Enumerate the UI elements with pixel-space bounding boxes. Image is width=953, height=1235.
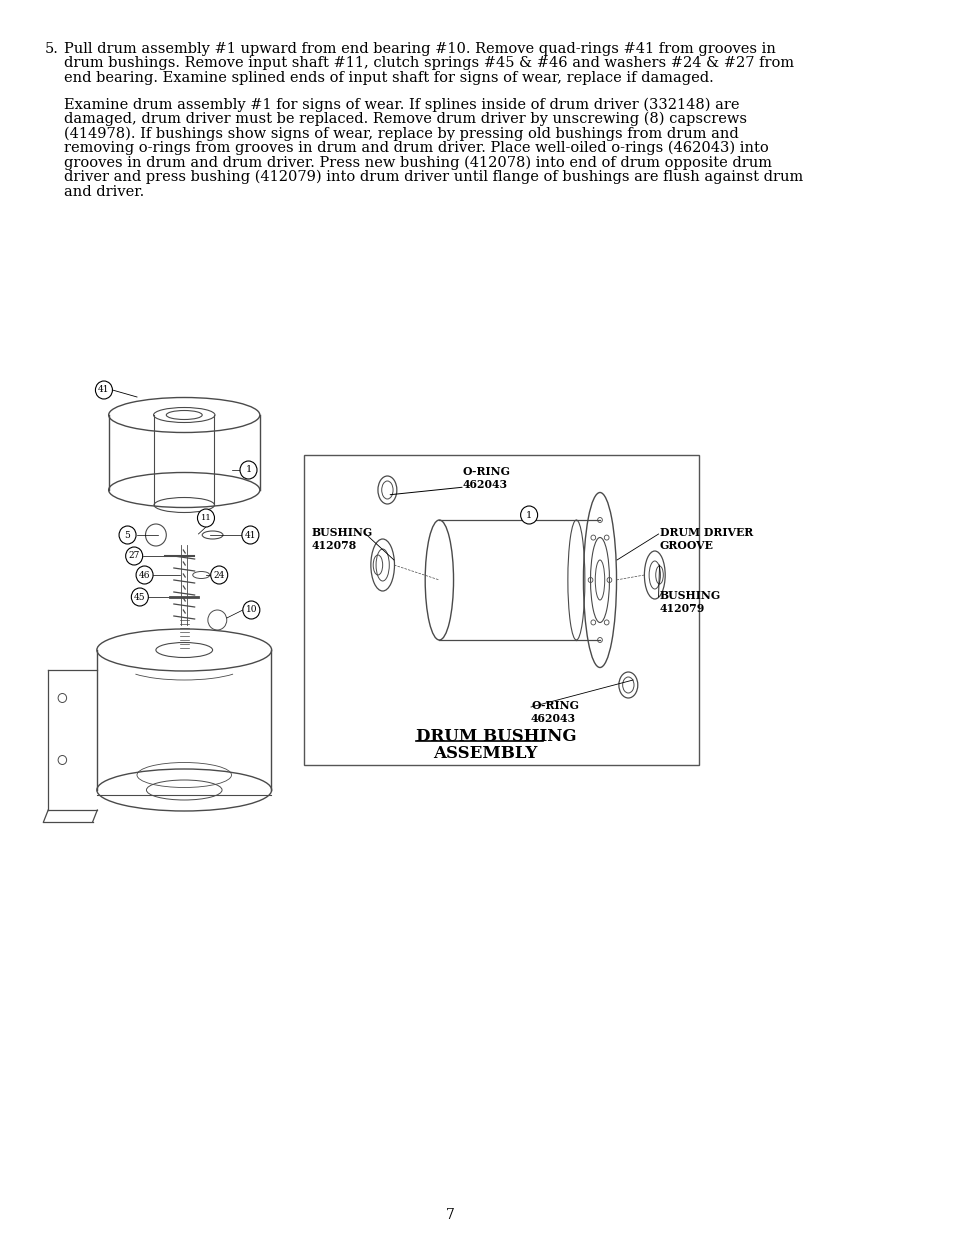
Circle shape [520, 506, 537, 524]
Text: drum bushings. Remove input shaft #11, clutch springs #45 & #46 and washers #24 : drum bushings. Remove input shaft #11, c… [64, 57, 794, 70]
Text: 41: 41 [98, 385, 110, 394]
Text: BUSHING: BUSHING [659, 590, 720, 601]
Text: 41: 41 [244, 531, 255, 540]
Text: 45: 45 [133, 593, 146, 601]
Text: O-RING: O-RING [462, 466, 511, 477]
Text: 10: 10 [245, 605, 256, 615]
Text: O-RING: O-RING [531, 700, 578, 711]
Bar [304, 454, 699, 764]
Circle shape [95, 382, 112, 399]
Text: grooves in drum and drum driver. Press new bushing (412078) into end of drum opp: grooves in drum and drum driver. Press n… [64, 156, 771, 170]
Text: BUSHING: BUSHING [312, 527, 373, 538]
Circle shape [197, 509, 214, 527]
Text: 412078: 412078 [312, 540, 356, 551]
Circle shape [240, 461, 256, 479]
Circle shape [243, 601, 259, 619]
Circle shape [211, 566, 228, 584]
Circle shape [136, 566, 152, 584]
Circle shape [242, 526, 258, 543]
Text: Pull drum assembly #1 upward from end bearing #10. Remove quad-rings #41 from gr: Pull drum assembly #1 upward from end be… [64, 42, 776, 56]
Text: 27: 27 [129, 552, 140, 561]
Text: DRUM BUSHING: DRUM BUSHING [416, 727, 576, 745]
Text: 7: 7 [446, 1208, 455, 1221]
Text: 462043: 462043 [531, 713, 576, 724]
Text: removing o-rings from grooves in drum and drum driver. Place well-oiled o-rings : removing o-rings from grooves in drum an… [64, 141, 768, 156]
Circle shape [132, 588, 148, 606]
Text: (414978). If bushings show signs of wear, replace by pressing old bushings from : (414978). If bushings show signs of wear… [64, 126, 739, 141]
Text: driver and press bushing (412079) into drum driver until flange of bushings are : driver and press bushing (412079) into d… [64, 170, 802, 184]
Circle shape [126, 547, 143, 564]
Text: 1: 1 [525, 510, 532, 520]
Text: 462043: 462043 [462, 479, 508, 490]
Text: and driver.: and driver. [64, 184, 144, 199]
Circle shape [119, 526, 136, 543]
Text: 1: 1 [245, 466, 252, 474]
Text: 46: 46 [139, 571, 151, 579]
Text: 11: 11 [200, 514, 212, 522]
Text: 412079: 412079 [659, 603, 704, 614]
Text: damaged, drum driver must be replaced. Remove drum driver by unscrewing (8) caps: damaged, drum driver must be replaced. R… [64, 112, 746, 126]
Text: 5: 5 [125, 531, 131, 540]
Text: GROOVE: GROOVE [659, 540, 713, 551]
Text: ASSEMBLY: ASSEMBLY [433, 745, 537, 762]
Text: Examine drum assembly #1 for signs of wear. If splines inside of drum driver (33: Examine drum assembly #1 for signs of we… [64, 98, 739, 112]
Text: DRUM DRIVER: DRUM DRIVER [659, 527, 752, 538]
Text: 24: 24 [213, 571, 225, 579]
Text: end bearing. Examine splined ends of input shaft for signs of wear, replace if d: end bearing. Examine splined ends of inp… [64, 70, 713, 85]
Text: 5.: 5. [45, 42, 58, 56]
